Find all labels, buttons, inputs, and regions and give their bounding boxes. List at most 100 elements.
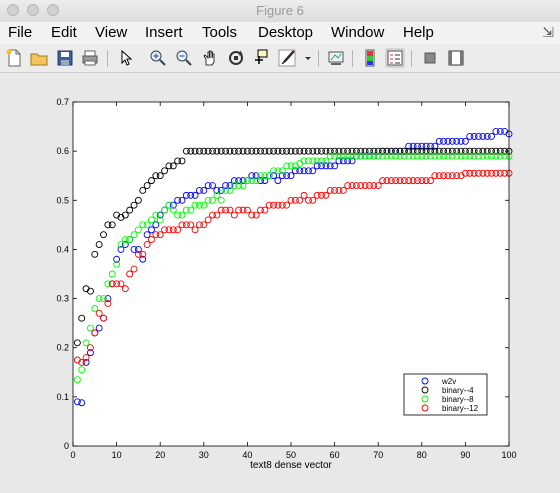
data-point-binary-8 (348, 152, 356, 160)
legend-marker (421, 386, 429, 394)
toolbar-separator (411, 50, 412, 67)
data-point-binary-4 (470, 147, 478, 155)
data-point-binary-8 (440, 152, 448, 160)
edit-plot-arrow-icon[interactable] (115, 48, 135, 68)
data-point-binary-8 (174, 211, 182, 219)
data-point-binary-4 (304, 147, 312, 155)
data-point-binary-8 (287, 162, 295, 170)
minimize-window-button[interactable] (27, 4, 39, 16)
data-point-binary-4 (383, 147, 391, 155)
data-point-binary-4 (139, 187, 147, 194)
data-point-binary-8 (475, 152, 482, 160)
zoom-window-button[interactable] (47, 4, 59, 16)
x-tick-label: 40 (242, 450, 252, 460)
data-point-binary-12 (222, 206, 230, 214)
data-point-binary-8 (143, 221, 151, 229)
menu-insert[interactable]: Insert (145, 24, 183, 41)
data-point-binary-12 (461, 169, 469, 177)
data-point-binary-12 (475, 169, 482, 177)
data-point-w2v (117, 245, 125, 253)
data-point-binary-8 (387, 152, 395, 160)
data-point-binary-8 (309, 157, 317, 165)
data-point-w2v (475, 132, 482, 140)
data-point-binary-8 (191, 201, 199, 209)
print-icon[interactable] (80, 48, 100, 68)
data-point-binary-8 (366, 152, 373, 160)
data-point-w2v (169, 201, 177, 209)
data-point-binary-12 (200, 221, 208, 229)
data-point-binary-12 (344, 182, 352, 189)
data-point-binary-4 (453, 147, 461, 155)
insert-legend-icon[interactable] (385, 48, 405, 68)
data-point-binary-12 (139, 250, 147, 258)
menu-file[interactable]: File (8, 24, 33, 41)
menu-window[interactable]: Window (331, 24, 385, 41)
data-point-binary-4 (361, 147, 369, 155)
data-point-binary-4 (461, 147, 469, 155)
data-point-binary-12 (257, 206, 264, 214)
menu-view[interactable]: View (95, 24, 128, 41)
data-point-binary-8 (95, 295, 103, 303)
save-icon[interactable] (55, 48, 75, 68)
data-point-binary-8 (148, 216, 155, 224)
zoom-out-icon[interactable] (174, 48, 194, 68)
hide-plot-tools-icon[interactable] (420, 48, 440, 68)
data-point-binary-12 (470, 169, 478, 177)
brush-icon[interactable] (277, 48, 297, 68)
data-point-binary-4 (265, 147, 273, 155)
menu-tools[interactable]: Tools (202, 24, 238, 41)
data-point-w2v (304, 167, 312, 175)
data-point-binary-12 (331, 187, 339, 194)
data-point-binary-12 (304, 196, 312, 204)
data-point-binary-8 (496, 152, 504, 160)
data-point-binary-8 (405, 152, 413, 160)
data-point-binary-8 (78, 366, 86, 374)
data-point-binary-12 (501, 169, 509, 177)
legend-entry: binary--4 (442, 386, 474, 395)
open-file-icon[interactable] (29, 48, 49, 68)
data-point-binary-8 (431, 152, 439, 160)
zoom-in-icon[interactable] (148, 48, 168, 68)
link-plot-icon[interactable] (326, 48, 346, 68)
menu-edit[interactable]: Edit (51, 24, 77, 41)
data-point-binary-8 (457, 152, 465, 160)
data-point-binary-12 (370, 182, 378, 189)
data-point-binary-4 (248, 147, 256, 155)
new-figure-icon[interactable] (4, 48, 24, 68)
data-point-w2v (204, 182, 212, 189)
rotate-3d-icon[interactable] (226, 48, 246, 68)
data-cursor-icon[interactable] (252, 48, 272, 68)
menu-close-icon[interactable]: ⇲ (542, 24, 554, 40)
show-plot-tools-icon[interactable] (446, 48, 466, 68)
data-point-binary-12 (165, 226, 173, 234)
data-point-binary-12 (117, 280, 125, 288)
data-point-binary-4 (252, 147, 260, 155)
data-point-binary-8 (82, 339, 90, 347)
data-point-binary-4 (156, 172, 164, 180)
legend[interactable] (403, 373, 488, 416)
brush-dropdown-icon[interactable] (298, 48, 312, 68)
data-point-binary-12 (104, 300, 112, 307)
data-point-w2v (121, 241, 129, 248)
data-point-binary-4 (348, 147, 356, 155)
data-point-binary-12 (143, 241, 151, 248)
data-point-binary-12 (235, 206, 243, 214)
menu-help[interactable]: Help (403, 24, 434, 41)
data-point-w2v (418, 142, 426, 150)
data-point-w2v (470, 132, 478, 140)
data-point-binary-12 (226, 206, 234, 214)
pan-hand-icon[interactable] (200, 48, 220, 68)
data-point-binary-8 (165, 201, 173, 209)
insert-colorbar-icon[interactable] (360, 48, 380, 68)
menu-desktop[interactable]: Desktop (258, 24, 314, 41)
data-point-binary-8 (313, 157, 321, 165)
y-tick-label: 0.2 (56, 343, 69, 353)
data-point-binary-8 (435, 152, 443, 160)
toolbar-separator (107, 50, 108, 67)
data-point-binary-12 (248, 211, 256, 219)
scatter-chart[interactable]: 0 10 20 30 40 50 60 70 80 90 100 0 0.1 0.2 0.3 0.4 0.5 0.… (0, 73, 560, 493)
data-point-w2v (492, 128, 500, 135)
data-point-binary-8 (322, 157, 330, 165)
close-window-button[interactable] (7, 4, 19, 16)
